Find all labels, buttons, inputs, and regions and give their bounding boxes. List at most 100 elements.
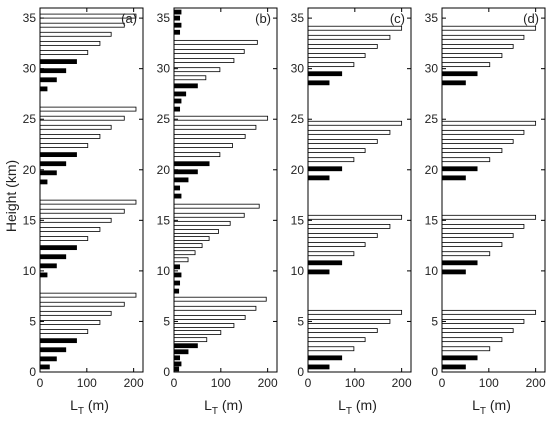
bar xyxy=(307,139,378,144)
bar xyxy=(441,25,537,31)
bar xyxy=(173,161,210,167)
bar xyxy=(307,214,403,220)
bar xyxy=(39,208,125,214)
bar xyxy=(173,177,189,183)
bar xyxy=(173,124,257,130)
bar xyxy=(39,170,57,176)
bar xyxy=(39,22,125,28)
y-tick-label: 15 xyxy=(425,213,439,227)
bar xyxy=(307,355,343,361)
bar xyxy=(441,166,478,172)
bar xyxy=(307,166,343,172)
bar xyxy=(307,44,378,49)
x-tick-label: 200 xyxy=(392,376,412,390)
bar xyxy=(39,310,112,316)
bar xyxy=(441,53,503,58)
bar xyxy=(173,257,189,263)
bar xyxy=(173,236,210,241)
y-tick-label: 20 xyxy=(157,163,171,177)
bar xyxy=(173,343,198,349)
x-tick-label: 200 xyxy=(124,376,144,390)
y-tick-label: 5 xyxy=(163,314,170,328)
bar xyxy=(441,214,537,220)
y-tick-label: 5 xyxy=(431,314,438,328)
bar xyxy=(441,328,514,333)
bar xyxy=(173,75,207,81)
panel-tag: (a) xyxy=(121,11,137,26)
bar xyxy=(307,175,330,181)
bar xyxy=(441,355,478,361)
bar xyxy=(39,152,77,158)
bar xyxy=(441,337,503,343)
bar xyxy=(441,309,537,315)
bar xyxy=(39,59,77,64)
y-tick-label: 25 xyxy=(157,112,171,126)
y-tick-label: 0 xyxy=(29,365,36,379)
bar xyxy=(39,338,77,344)
panel-c: 0 5 10 15 20 25 30 35 0 100 200 (c) LT (m) xyxy=(291,7,412,417)
bar xyxy=(39,179,48,185)
y-tick-label: 30 xyxy=(291,62,305,76)
x-tick-label: 0 xyxy=(37,376,44,390)
bar xyxy=(173,91,187,97)
bar xyxy=(39,364,50,370)
bar xyxy=(173,349,189,355)
x-axis-label: LT (m) xyxy=(204,397,243,417)
bar xyxy=(307,242,366,248)
bar xyxy=(173,67,221,73)
bar xyxy=(173,203,260,209)
bar xyxy=(307,25,403,31)
bar xyxy=(39,115,125,121)
y-tick-label: 20 xyxy=(23,163,37,177)
y-tick-label: 35 xyxy=(23,11,37,25)
bar xyxy=(173,355,181,361)
y-tick-label: 35 xyxy=(157,11,171,25)
y-tick-label: 30 xyxy=(157,62,171,76)
y-tick-label: 10 xyxy=(157,264,171,278)
y-tick-label: 25 xyxy=(23,112,37,126)
x-tick-label: 200 xyxy=(258,376,278,390)
bar xyxy=(441,251,491,257)
bar xyxy=(39,245,77,251)
bar xyxy=(173,330,222,335)
y-tick-label: 35 xyxy=(425,11,439,25)
bar xyxy=(441,260,478,266)
bar xyxy=(307,157,355,163)
bar xyxy=(173,264,181,270)
panel-tag: (c) xyxy=(390,11,405,26)
bar xyxy=(441,319,525,324)
bar xyxy=(39,199,137,205)
bar xyxy=(441,148,503,153)
y-tick-label: 10 xyxy=(425,264,439,278)
y-tick-label: 30 xyxy=(23,62,37,76)
plot-frame xyxy=(307,7,412,373)
plot-frame xyxy=(441,7,546,373)
bar xyxy=(307,319,391,324)
bar xyxy=(173,288,180,294)
bar xyxy=(39,301,125,307)
bar xyxy=(39,263,57,269)
y-tick-label: 15 xyxy=(291,213,305,227)
bar xyxy=(173,58,235,63)
bar xyxy=(307,62,355,68)
panel-a: 0 5 10 15 20 25 30 35 0 100 200 (a) LT (m) xyxy=(23,7,144,417)
bar xyxy=(173,323,235,328)
y-tick-label: 10 xyxy=(23,264,37,278)
bar xyxy=(307,251,355,257)
bar xyxy=(441,44,514,49)
bar xyxy=(173,220,231,226)
y-tick-label: 0 xyxy=(163,365,170,379)
bar xyxy=(173,272,182,278)
bar xyxy=(173,243,203,249)
bar xyxy=(441,120,537,126)
bar xyxy=(441,80,466,86)
bar xyxy=(173,366,180,372)
plot-frame xyxy=(39,7,144,373)
bar xyxy=(39,68,67,74)
bar xyxy=(173,212,245,218)
bar xyxy=(39,77,57,83)
bar xyxy=(307,233,378,238)
bar xyxy=(441,139,514,144)
bar xyxy=(307,80,330,86)
bar xyxy=(307,148,366,153)
